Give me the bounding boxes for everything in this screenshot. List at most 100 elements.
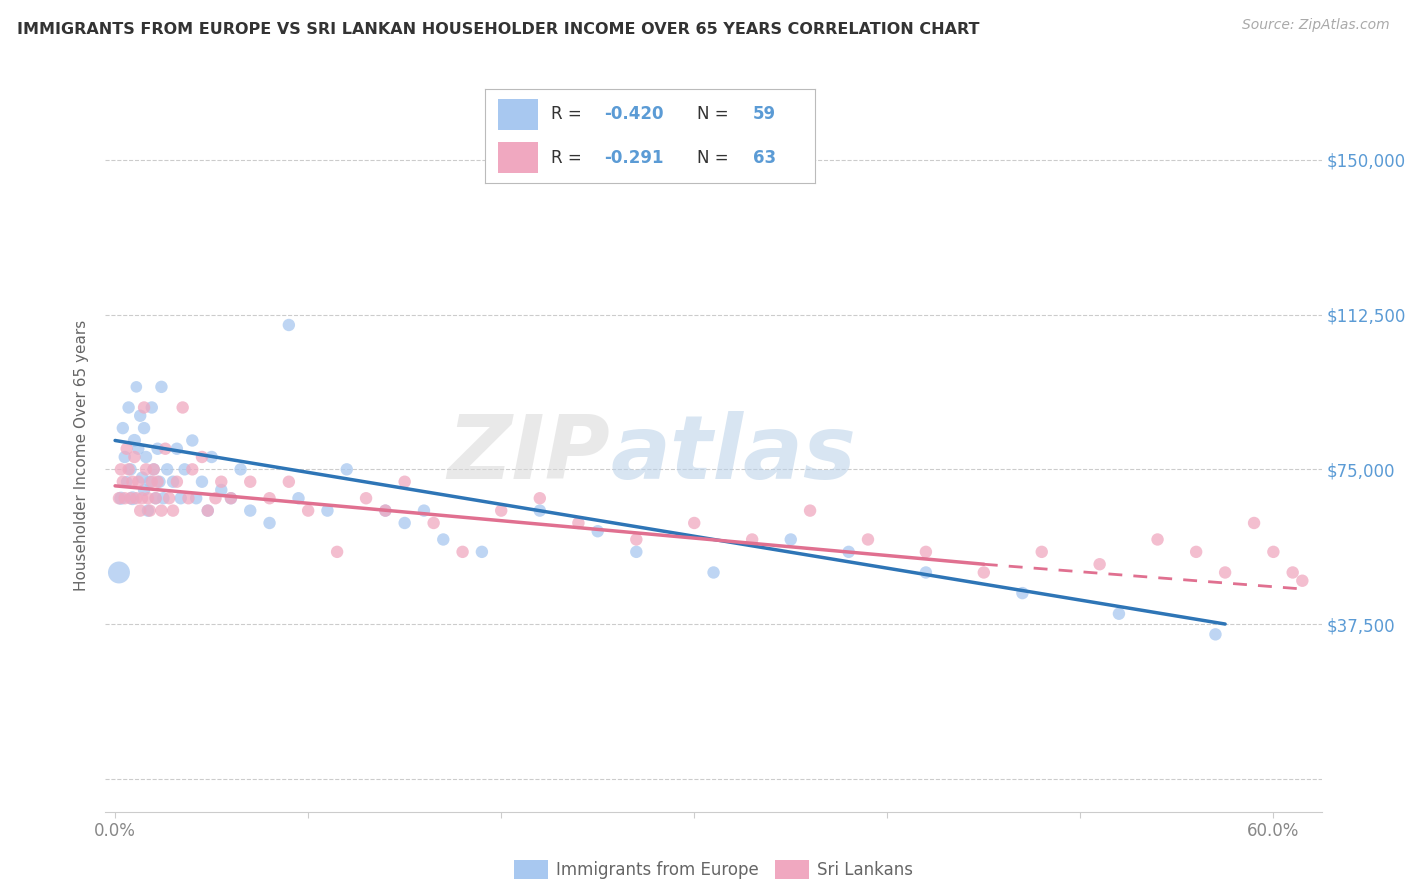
Point	[1213, 566, 1236, 580]
Point	[799, 503, 821, 517]
Point	[1146, 533, 1168, 547]
Point	[108, 566, 131, 580]
Legend: Immigrants from Europe, Sri Lankans: Immigrants from Europe, Sri Lankans	[508, 853, 920, 886]
Text: IMMIGRANTS FROM EUROPE VS SRI LANKAN HOUSEHOLDER INCOME OVER 65 YEARS CORRELATIO: IMMIGRANTS FROM EUROPE VS SRI LANKAN HOU…	[17, 22, 980, 37]
Point	[741, 533, 763, 547]
Point	[838, 545, 860, 559]
Text: 63: 63	[752, 149, 776, 167]
Point	[702, 566, 725, 580]
Point	[115, 475, 138, 489]
Point	[120, 462, 142, 476]
Text: 59: 59	[752, 105, 776, 123]
Point	[1204, 627, 1226, 641]
Point	[131, 470, 153, 484]
Point	[114, 450, 136, 464]
Point	[117, 401, 139, 415]
Point	[139, 475, 162, 489]
Point	[197, 503, 219, 517]
Point	[111, 475, 134, 489]
Point	[125, 380, 148, 394]
Text: N =: N =	[696, 149, 734, 167]
Point	[259, 491, 281, 506]
Point	[394, 516, 416, 530]
Point	[177, 491, 200, 506]
Text: R =: R =	[551, 105, 588, 123]
Point	[146, 475, 169, 489]
Point	[277, 475, 299, 489]
Point	[157, 491, 180, 506]
Point	[1243, 516, 1265, 530]
Point	[115, 442, 138, 456]
Text: atlas: atlas	[610, 411, 856, 499]
Point	[209, 483, 232, 497]
Point	[209, 475, 232, 489]
Point	[529, 503, 551, 517]
Point	[432, 533, 454, 547]
Point	[181, 434, 204, 448]
Point	[150, 503, 173, 517]
Point	[287, 491, 309, 506]
Point	[136, 491, 159, 506]
Point	[219, 491, 242, 506]
Point	[172, 401, 194, 415]
Bar	[498, 98, 538, 130]
Point	[150, 380, 173, 394]
Text: ZIP: ZIP	[447, 411, 610, 499]
Point	[529, 491, 551, 506]
Point	[129, 409, 152, 423]
Point	[142, 462, 165, 476]
Point	[141, 475, 163, 489]
Point	[586, 524, 609, 539]
Point	[567, 516, 589, 530]
Point	[471, 545, 494, 559]
Point	[374, 503, 396, 517]
Point	[127, 475, 149, 489]
Point	[129, 503, 152, 517]
Point	[152, 491, 174, 506]
Point	[1185, 545, 1208, 559]
Text: -0.420: -0.420	[605, 105, 664, 123]
Point	[120, 491, 142, 506]
Point	[124, 434, 146, 448]
Point	[326, 545, 349, 559]
Point	[1263, 545, 1285, 559]
Point	[166, 475, 188, 489]
Bar	[498, 142, 538, 173]
Text: -0.291: -0.291	[605, 149, 664, 167]
Point	[204, 491, 226, 506]
Point	[1281, 566, 1303, 580]
Point	[132, 401, 155, 415]
Point	[136, 503, 159, 517]
Point	[626, 533, 648, 547]
Point	[394, 475, 416, 489]
Text: Source: ZipAtlas.com: Source: ZipAtlas.com	[1241, 18, 1389, 32]
Point	[1088, 558, 1111, 572]
Text: R =: R =	[551, 149, 592, 167]
Point	[117, 462, 139, 476]
Point	[915, 566, 938, 580]
Point	[1108, 607, 1130, 621]
Point	[139, 503, 162, 517]
Point	[239, 475, 262, 489]
Point	[197, 503, 219, 517]
Point	[354, 491, 377, 506]
Point	[229, 462, 252, 476]
Point	[191, 475, 214, 489]
Point	[132, 421, 155, 435]
Point	[142, 462, 165, 476]
Point	[297, 503, 319, 517]
Point	[856, 533, 879, 547]
Point	[145, 491, 167, 506]
Point	[145, 491, 167, 506]
Point	[110, 462, 132, 476]
Point	[683, 516, 706, 530]
Text: N =: N =	[696, 105, 734, 123]
Point	[135, 462, 157, 476]
Point	[219, 491, 242, 506]
Point	[141, 401, 163, 415]
Point	[239, 503, 262, 517]
Point	[124, 450, 146, 464]
Point	[170, 491, 193, 506]
Point	[779, 533, 801, 547]
Point	[259, 516, 281, 530]
